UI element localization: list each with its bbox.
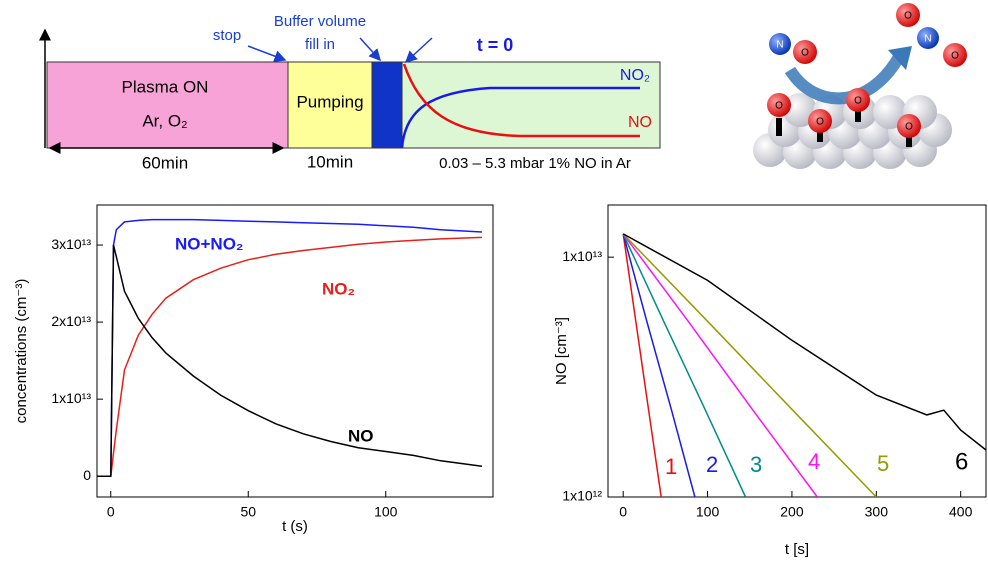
series-label: 5 — [877, 451, 889, 476]
label: Pumping — [296, 92, 363, 111]
series-line — [97, 236, 483, 477]
series-line — [622, 233, 818, 497]
label: NO₂ — [620, 67, 650, 84]
series-line — [622, 233, 662, 497]
label: Ar, O₂ — [142, 111, 187, 130]
series-label: NO+NO₂ — [175, 234, 243, 253]
y-tick-label: 3x10¹³ — [51, 236, 91, 252]
label: 0.03 – 5.3 mbar 1% NO in Ar — [439, 155, 631, 172]
x-tick-label: 100 — [374, 504, 398, 520]
series-label: NO₂ — [322, 279, 355, 298]
label: fill in — [305, 36, 335, 53]
series-line — [622, 233, 986, 451]
schematic-no2 — [400, 86, 640, 149]
arrow — [404, 37, 433, 64]
arrow — [359, 37, 382, 62]
y-tick-label: 1x10¹³ — [562, 248, 602, 264]
surface — [753, 93, 952, 169]
timeline-diagram: Plasma ON Ar, O₂ Pumping stop Buffer vol… — [39, 13, 661, 172]
label: NO — [628, 114, 652, 131]
series-label: 4 — [808, 449, 820, 474]
series-line — [622, 233, 747, 497]
series-line — [622, 233, 877, 497]
label: t = 0 — [477, 35, 514, 55]
plot-lines — [97, 218, 483, 477]
series-label: 3 — [750, 452, 762, 477]
series-label: 6 — [955, 448, 968, 475]
pumping-box — [287, 61, 373, 149]
atom-label: O — [951, 51, 959, 62]
x-tick-label: 0 — [107, 504, 115, 520]
atom-label: O — [816, 117, 824, 128]
y-axis-label: concentrations (cm⁻³) — [13, 279, 30, 424]
buffer-box — [371, 61, 403, 149]
y-axis-label: NO [cm⁻³] — [553, 317, 570, 385]
series-line — [97, 218, 483, 477]
x-tick-label: 100 — [696, 504, 720, 520]
reaction-arrow — [784, 51, 906, 105]
x-tick-label: 50 — [240, 504, 256, 520]
label: 10min — [307, 152, 353, 171]
x-axis-label: t (s) — [282, 518, 308, 535]
y-tick-label: 0 — [83, 467, 91, 483]
chart: 0 100 200 300 400 1x10¹² 1x10¹³ t [s] NO [cm⁻³] 1… — [553, 204, 987, 558]
label: Plasma ON — [122, 77, 209, 96]
series-line — [97, 244, 483, 477]
measure-box — [401, 61, 661, 149]
atom-label: O — [801, 48, 809, 59]
x-tick-label: 400 — [949, 504, 973, 520]
atom-label: N — [776, 40, 783, 51]
series-label: NO — [348, 426, 374, 445]
label: stop — [213, 27, 241, 44]
schematic-no — [402, 63, 640, 138]
x-tick-label: 0 — [619, 504, 627, 520]
series-label: 1 — [665, 454, 677, 479]
atom-label: N — [924, 34, 931, 45]
label: Buffer volume — [274, 13, 366, 30]
reaction-arrowhead — [888, 46, 912, 70]
label: 60min — [142, 153, 188, 172]
atom-label: O — [775, 101, 783, 112]
chart: 0 50 100 0 1x10¹³ 2x10¹³ 3x10¹³ t (s) concentrat… — [13, 204, 494, 535]
arrow — [247, 45, 287, 62]
series-label: 2 — [706, 452, 718, 477]
plot-frame — [607, 204, 987, 498]
series-line — [622, 233, 696, 497]
molecule-illustration: O O O O N O O N O — [753, 3, 967, 169]
plot-lines — [622, 233, 986, 497]
x-axis-label: t [s] — [785, 541, 809, 558]
x-tick-label: 300 — [865, 504, 889, 520]
atom-label: O — [854, 96, 862, 107]
plasma-box — [46, 61, 289, 149]
y-tick-label: 1x10¹² — [562, 488, 602, 504]
x-tick-label: 200 — [780, 504, 804, 520]
atom-label: O — [904, 11, 912, 22]
atom-label: O — [905, 122, 913, 133]
y-tick-label: 2x10¹³ — [51, 313, 91, 329]
y-tick-label: 1x10¹³ — [51, 390, 91, 406]
plot-frame — [96, 204, 494, 498]
